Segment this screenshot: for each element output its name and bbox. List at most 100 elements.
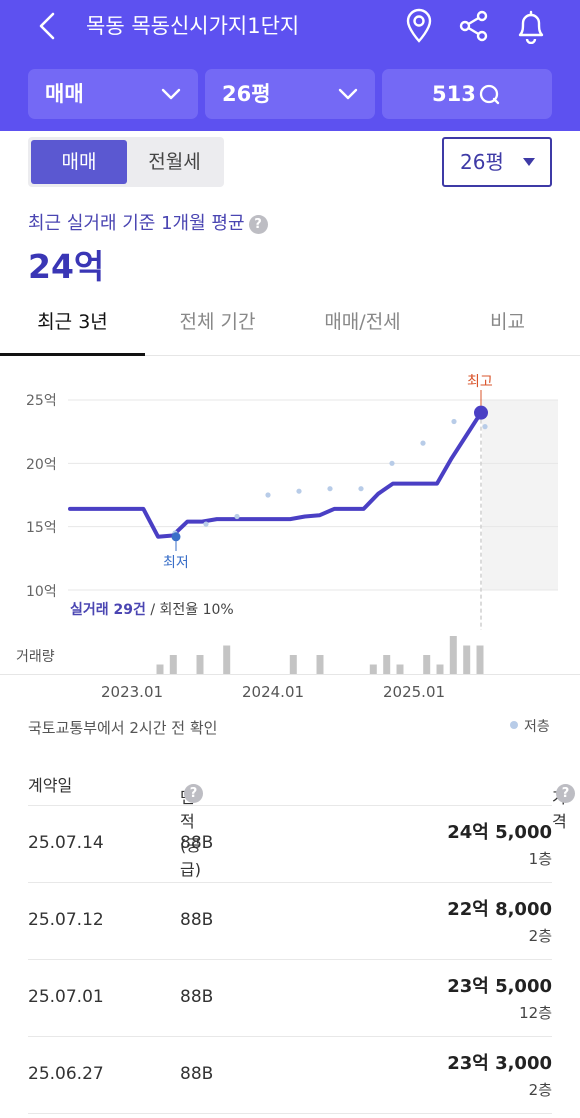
location-pin-icon[interactable] — [402, 8, 436, 44]
legend-low-floor: 저층 — [510, 716, 550, 736]
toggle-rent[interactable]: 전월세 — [148, 151, 201, 173]
volume-bar — [156, 664, 164, 674]
period-tabs: 최근 3년 전체 기간 매매/전세 비교 — [0, 290, 580, 356]
volume-bar — [436, 664, 444, 674]
volume-bar — [223, 645, 231, 674]
volume-bar — [289, 655, 297, 674]
x-tick-label: 2023.01 — [101, 683, 164, 701]
size-dropdown[interactable]: 26평 — [205, 69, 375, 119]
help-icon[interactable]: ? — [184, 784, 203, 803]
volume-bar — [169, 655, 177, 674]
trade-point — [265, 492, 271, 498]
average-price-value: 24억 — [28, 247, 105, 286]
tab-sale-rent[interactable]: 매매/전세 — [324, 311, 401, 333]
price-line — [68, 410, 483, 539]
row-date: 25.06.27 — [28, 1064, 104, 1084]
table-header: 계약일 면적(공급)? 가격? — [28, 760, 575, 879]
trade-count-note: 실거래 29건 / 회전율 10% — [70, 599, 234, 619]
row-area: 88B — [180, 1064, 214, 1084]
filter-bar: 매매 26평 513 — [28, 69, 552, 119]
share-icon[interactable] — [457, 8, 491, 44]
row-floor: 2층 — [528, 1081, 552, 1099]
high-marker-label: 최고 — [467, 374, 493, 390]
caret-down-icon — [523, 158, 535, 166]
y-tick-label: 20억 — [26, 457, 57, 473]
row-floor: 2층 — [528, 927, 552, 945]
bell-icon[interactable] — [514, 8, 548, 44]
trade-type-dropdown[interactable]: 매매 — [28, 69, 198, 119]
trade-point — [203, 521, 209, 527]
trade-point — [451, 418, 457, 425]
header-date: 계약일 — [28, 776, 73, 795]
volume-bar — [383, 655, 391, 674]
tab-all-period[interactable]: 전체 기간 — [179, 311, 256, 333]
tab-recent-3y[interactable]: 최근 3년 — [0, 290, 145, 356]
row-date: 25.07.01 — [28, 987, 104, 1007]
row-area: 88B — [180, 833, 214, 853]
turnover-rate: / 회전율 10% — [150, 602, 234, 618]
row-area: 88B — [180, 987, 214, 1007]
toggle-sale[interactable]: 매매 — [31, 140, 127, 184]
data-source-text: 국토교통부에서 2시간 전 확인 — [28, 719, 218, 737]
comment-bubble-icon — [479, 84, 500, 105]
trade-point — [296, 488, 302, 494]
app-header: 목동 목동신시가지1단지 매매 26평 513 — [0, 0, 580, 131]
row-price: 24억 5,000 — [447, 822, 552, 843]
y-tick-label: 25억 — [26, 393, 57, 409]
trade-toggle: 매매 전월세 — [28, 137, 224, 187]
trade-point — [358, 486, 364, 492]
row-floor: 1층 — [528, 850, 552, 868]
volume-label: 거래량 — [16, 649, 55, 665]
volume-bar — [449, 636, 457, 674]
volume-bar — [396, 664, 404, 674]
legend-dot-icon — [510, 721, 518, 729]
row-price: 23억 3,000 — [447, 1053, 552, 1074]
trade-point — [234, 513, 240, 520]
low-marker-label: 최저 — [163, 555, 189, 571]
back-arrow-icon[interactable] — [32, 10, 64, 42]
future-region — [482, 400, 558, 590]
table-row[interactable]: 25.07.14 88B 24억 5,000 1층 — [28, 806, 552, 883]
table-row[interactable]: 25.07.01 88B 23억 5,000 12층 — [28, 960, 552, 1037]
help-icon[interactable]: ? — [556, 784, 575, 803]
y-tick-label: 10억 — [26, 584, 57, 600]
trade-point — [327, 486, 333, 492]
trade-type-label: 매매 — [45, 82, 84, 106]
row-date: 25.07.12 — [28, 910, 104, 930]
chevron-down-icon — [161, 88, 181, 100]
row-date: 25.07.14 — [28, 833, 104, 853]
row-price: 23억 5,000 — [447, 976, 552, 997]
volume-bar — [463, 645, 471, 674]
row-price: 22억 8,000 — [447, 899, 552, 920]
x-axis: 2023.01 2024.01 2025.01 — [0, 674, 580, 704]
trade-point — [420, 440, 426, 446]
table-row[interactable]: 25.06.27 88B 23억 3,000 2층 — [28, 1037, 552, 1114]
volume-bar — [316, 655, 324, 674]
help-icon[interactable]: ? — [248, 215, 268, 234]
price-chart[interactable]: 25억 20억 15억 10억 최고 최저 실거래 29건 / 회전율 10% … — [0, 357, 580, 687]
size-label: 26평 — [222, 82, 271, 106]
trade-count: 실거래 29건 — [70, 602, 146, 618]
x-tick-label: 2025.01 — [383, 683, 446, 701]
chevron-down-icon — [338, 88, 358, 100]
volume-bar — [369, 664, 377, 674]
average-price-label: 최근 실거래 기준 1개월 평균? — [28, 209, 268, 235]
page-title: 목동 목동신시가지1단지 — [86, 14, 300, 38]
volume-bar — [423, 655, 431, 674]
size-select[interactable]: 26평 — [442, 137, 552, 187]
size-select-value: 26평 — [460, 150, 504, 174]
trade-point — [389, 460, 395, 466]
comments-button[interactable]: 513 — [382, 69, 552, 119]
volume-bar — [476, 645, 484, 674]
row-floor: 12층 — [519, 1004, 552, 1022]
average-price-caption: 최근 실거래 기준 1개월 평균 — [28, 213, 245, 234]
volume-bar — [196, 655, 204, 674]
table-row[interactable]: 25.07.12 88B 22억 8,000 2층 — [28, 883, 552, 960]
comment-count: 513 — [432, 82, 476, 106]
high-marker-dot — [474, 405, 488, 420]
legend-label: 저층 — [524, 719, 550, 735]
tab-compare[interactable]: 비교 — [490, 311, 525, 333]
x-tick-label: 2024.01 — [242, 683, 305, 701]
row-area: 88B — [180, 910, 214, 930]
price-chart-svg — [68, 390, 558, 674]
